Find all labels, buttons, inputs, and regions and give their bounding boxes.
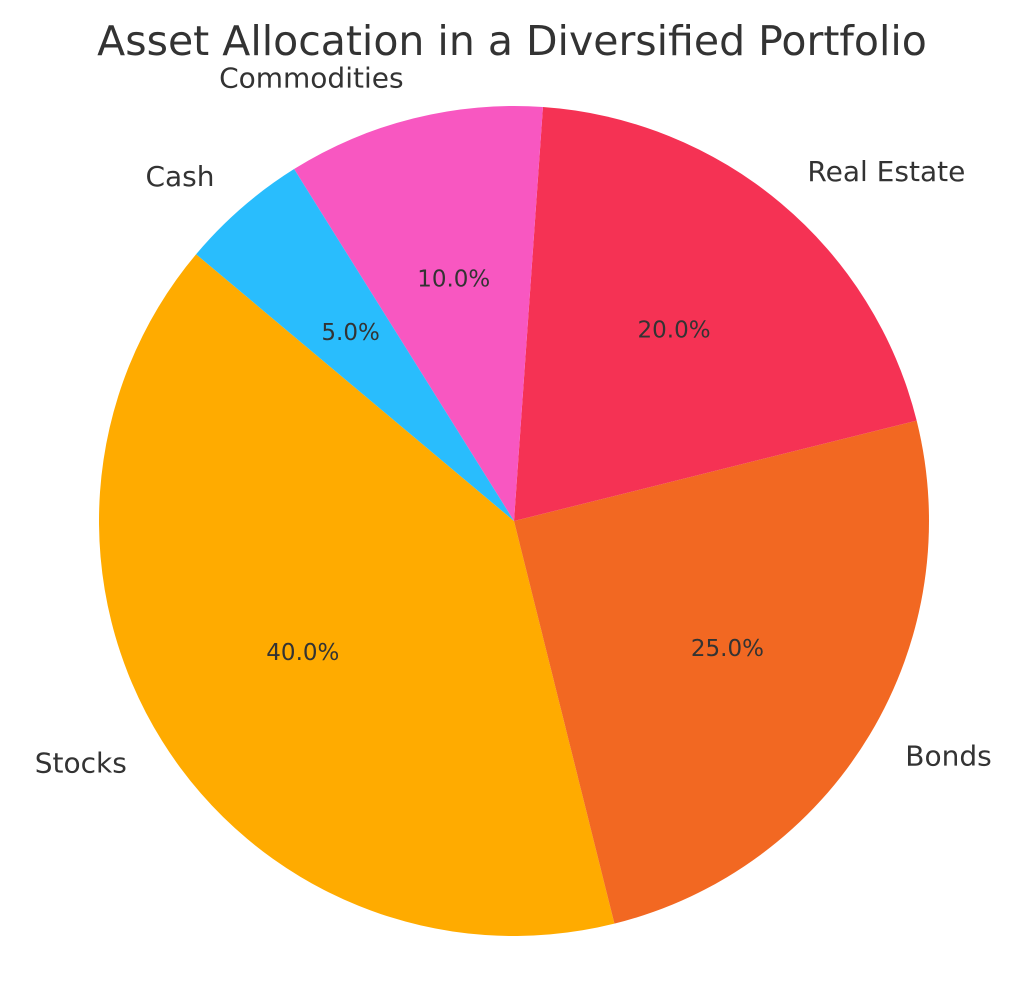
percent-label-cash: 5.0% bbox=[321, 320, 379, 346]
category-label-real-estate: Real Estate bbox=[807, 155, 965, 188]
pie-slices bbox=[99, 106, 929, 937]
slice-real-estate bbox=[514, 107, 917, 521]
slice-commodities bbox=[294, 106, 543, 521]
percent-label-stocks: 40.0% bbox=[266, 640, 339, 666]
percent-label-real-estate: 20.0% bbox=[638, 317, 711, 343]
category-label-stocks: Stocks bbox=[35, 746, 127, 779]
category-label-cash: Cash bbox=[145, 160, 214, 193]
slice-bonds bbox=[514, 420, 929, 924]
pie-labels: Stocks 40.0% Bonds 25.0% Real Estate 20.0% Com… bbox=[35, 62, 992, 780]
percent-label-commodities: 10.0% bbox=[417, 266, 490, 292]
category-label-bonds: Bonds bbox=[905, 740, 991, 773]
slice-stocks bbox=[99, 254, 615, 937]
category-label-commodities: Commodities bbox=[219, 62, 404, 95]
percent-label-bonds: 25.0% bbox=[691, 636, 764, 662]
chart-title: Asset Allocation in a Diversified Portfo… bbox=[97, 17, 927, 65]
slice-cash bbox=[196, 169, 514, 521]
